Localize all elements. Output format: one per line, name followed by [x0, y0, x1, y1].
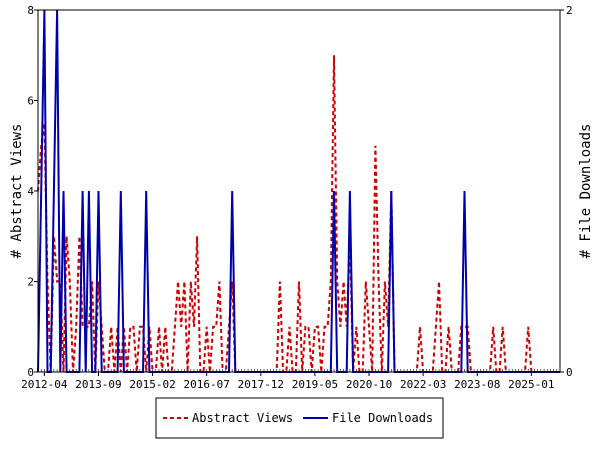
left-y-tick-label: 4	[27, 185, 34, 198]
left-y-tick-label: 2	[27, 276, 34, 289]
right-y-axis-ticks: 02	[560, 4, 573, 379]
x-tick-label: 2016-07	[184, 378, 230, 391]
x-axis-ticks: 2012-04 2013-09 2015-02 2016-07 2017-12 2019-…	[21, 369, 561, 391]
plot-area-border	[37, 9, 561, 373]
right-y-axis-title: # File Downloads	[578, 124, 594, 259]
left-y-tick-label: 0	[27, 366, 34, 379]
left-y-tick-label: 6	[27, 95, 34, 108]
right-y-tick-label: 0	[566, 366, 573, 379]
x-tick-label: 2012-04	[21, 378, 68, 391]
legend-box	[155, 397, 444, 439]
x-tick-label: 2015-02	[129, 378, 175, 391]
legend: Abstract Views File Downloads	[155, 397, 444, 439]
x-tick-label: 2020-10	[346, 378, 392, 391]
x-tick-label: 2025-01	[508, 378, 554, 391]
x-tick-label: 2019-05	[292, 378, 338, 391]
left-y-axis-title: # Abstract Views	[9, 124, 25, 259]
x-tick-label: 2013-09	[75, 378, 121, 391]
left-y-axis-ticks: 0 2 4 6 8	[27, 4, 38, 379]
right-y-tick-label: 2	[566, 4, 573, 17]
legend-label-abstract-views: Abstract Views	[192, 411, 293, 425]
x-tick-label: 2017-12	[238, 378, 284, 391]
legend-label-file-downloads: File Downloads	[332, 411, 433, 425]
x-tick-label: 2022-03	[400, 378, 446, 391]
x-tick-label: 2023-08	[454, 378, 500, 391]
left-y-tick-label: 8	[27, 4, 34, 17]
